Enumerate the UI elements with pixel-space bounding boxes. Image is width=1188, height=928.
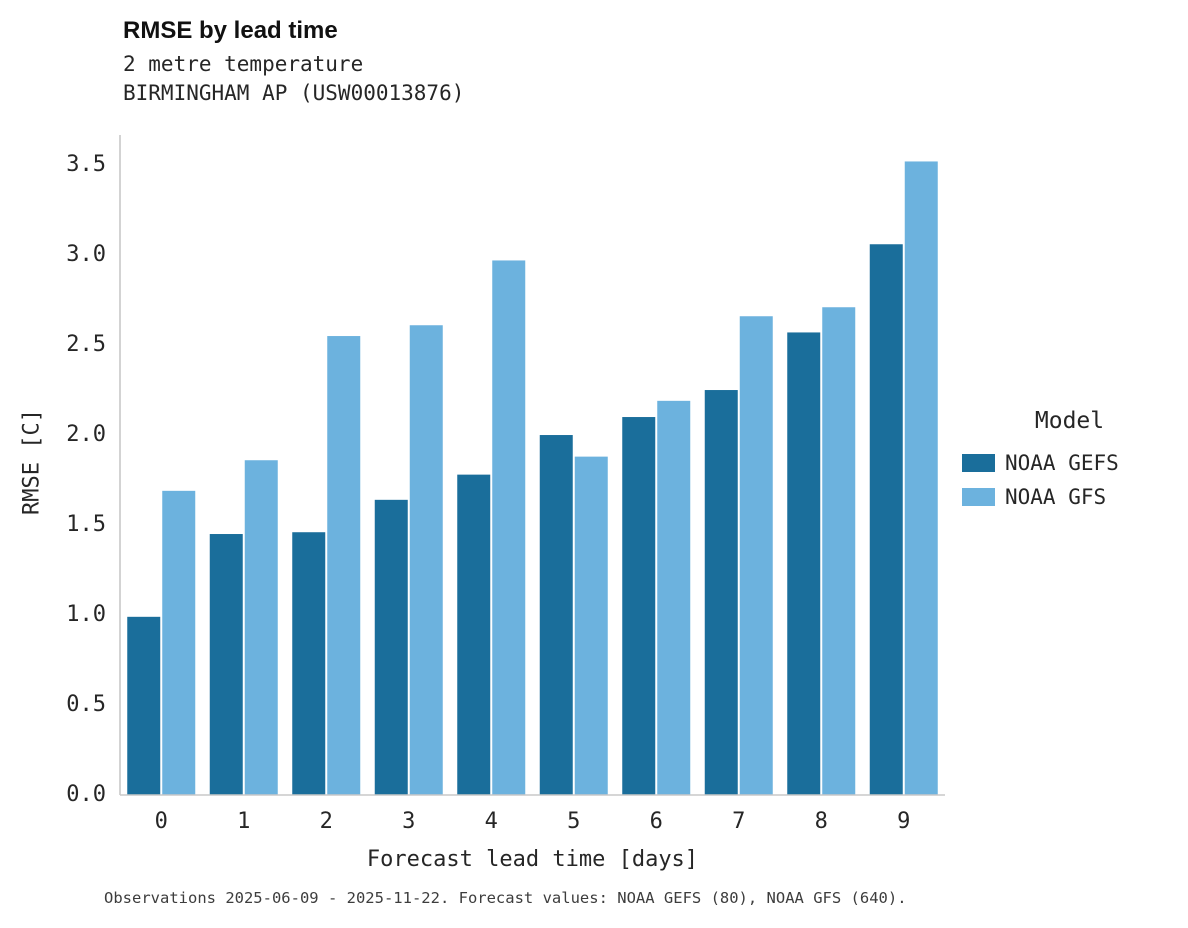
x-tick-label-7: 7 <box>732 809 746 834</box>
bar-noaa-gefs-lead-4 <box>457 474 491 795</box>
x-tick-label-6: 6 <box>649 809 663 834</box>
x-tick-label-2: 2 <box>319 809 333 834</box>
x-tick-label-9: 9 <box>897 809 911 834</box>
y-tick-label-0.5: 0.5 <box>66 692 106 717</box>
bar-noaa-gefs-lead-6 <box>622 417 656 795</box>
bar-noaa-gefs-lead-0 <box>127 616 161 795</box>
bar-noaa-gfs-lead-4 <box>492 260 526 795</box>
bars-plot <box>119 135 945 796</box>
plot-area: 0.0 0.5 1.0 1.5 2.0 2.5 3.0 3.5 0 1 2 3 4 5 6 7 8 9 <box>66 135 945 834</box>
legend-title: Model <box>1034 408 1105 434</box>
bar-noaa-gefs-lead-2 <box>292 532 326 795</box>
y-tick-label-0.0: 0.0 <box>66 782 106 807</box>
legend: Model NOAA GEFS NOAA GFS <box>962 408 1177 514</box>
chart-subtitle-variable: 2 metre temperature <box>123 52 364 76</box>
y-tick-label-3.5: 3.5 <box>66 152 106 178</box>
bar-noaa-gefs-lead-7 <box>704 390 738 795</box>
bar-noaa-gfs-lead-9 <box>904 161 938 796</box>
bar-noaa-gfs-lead-1 <box>244 460 278 795</box>
x-tick-label-8: 8 <box>814 809 828 834</box>
bar-noaa-gfs-lead-3 <box>409 325 443 795</box>
bar-noaa-gfs-lead-7 <box>739 316 773 795</box>
footer-note: Observations 2025-06-09 - 2025-11-22. Fo… <box>104 889 907 907</box>
legend-entry-gfs: NOAA GFS <box>962 480 1177 514</box>
bar-noaa-gfs-lead-2 <box>327 336 361 795</box>
y-tick-label-2.5: 2.5 <box>66 332 106 358</box>
y-tick-label-3.0: 3.0 <box>66 242 106 268</box>
bar-noaa-gfs-lead-6 <box>657 400 691 795</box>
bar-noaa-gfs-lead-5 <box>574 456 608 795</box>
y-tick-label-1.5: 1.5 <box>66 512 106 538</box>
bar-noaa-gfs-lead-8 <box>822 307 856 795</box>
x-tick-label-4: 4 <box>484 809 498 834</box>
x-tick-label-0: 0 <box>154 809 168 834</box>
legend-swatch-gfs <box>962 488 995 506</box>
y-tick-label-1.0: 1.0 <box>66 602 106 628</box>
bar-noaa-gefs-lead-1 <box>209 534 243 795</box>
bar-noaa-gefs-lead-5 <box>539 435 573 795</box>
x-tick-label-5: 5 <box>567 809 581 834</box>
bar-noaa-gfs-lead-0 <box>162 490 196 795</box>
bar-noaa-gefs-lead-3 <box>374 499 408 795</box>
legend-label-gefs: NOAA GEFS <box>1005 451 1119 475</box>
bar-noaa-gefs-lead-8 <box>787 332 821 795</box>
x-tick-label-3: 3 <box>402 809 416 834</box>
y-axis-label: RMSE [C] <box>19 409 45 515</box>
legend-swatch-gefs <box>962 454 995 472</box>
x-tick-label-1: 1 <box>237 809 251 834</box>
chart-title: RMSE by lead time <box>123 17 338 44</box>
bar-noaa-gefs-lead-9 <box>869 244 903 795</box>
chart-subtitle-station: BIRMINGHAM AP (USW00013876) <box>123 81 465 105</box>
legend-entry-gefs: NOAA GEFS <box>962 446 1177 480</box>
x-axis-label: Forecast lead time [days] <box>366 847 699 872</box>
y-tick-label-2.0: 2.0 <box>66 422 106 448</box>
legend-label-gfs: NOAA GFS <box>1005 485 1107 509</box>
